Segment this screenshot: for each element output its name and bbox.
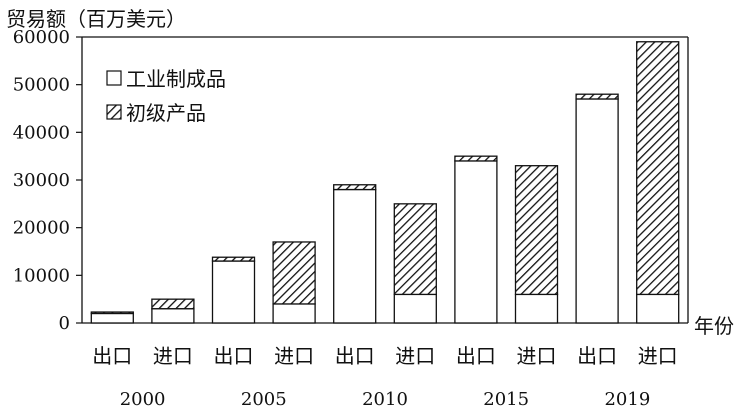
bar-segment-primary xyxy=(454,155,498,162)
x-axis-label: 年份 xyxy=(694,314,734,338)
y-tick-label: 60000 xyxy=(13,27,70,48)
category-label: 进口 xyxy=(638,344,678,368)
category-label: 出口 xyxy=(92,344,132,368)
bar-segment-primary xyxy=(151,298,195,310)
bar-segment-industrial xyxy=(454,160,498,324)
y-tick-label: 30000 xyxy=(13,170,70,191)
legend-swatch-industrial xyxy=(106,70,122,86)
y-tick-label: 50000 xyxy=(13,75,70,96)
year-label: 2019 xyxy=(604,389,650,410)
bar-segment-industrial xyxy=(272,303,316,324)
y-tick-label: 20000 xyxy=(13,218,70,239)
bars xyxy=(90,41,680,324)
bar-segment-industrial xyxy=(514,293,559,324)
category-label: 出口 xyxy=(214,344,254,368)
y-tick-label: 40000 xyxy=(13,122,70,143)
bar-segment-primary xyxy=(272,241,316,305)
year-label: 2000 xyxy=(120,389,166,410)
bar-segment-industrial xyxy=(636,293,680,324)
category-label: 进口 xyxy=(395,344,435,368)
bar-segment-primary xyxy=(636,41,680,296)
bar-segment-industrial xyxy=(393,293,437,324)
bar-segment-industrial xyxy=(575,98,619,324)
category-label: 进口 xyxy=(517,344,557,368)
bar-segment-primary xyxy=(514,165,559,296)
y-ticks: 0 10000 20000 30000 40000 50000 60000 xyxy=(13,27,82,334)
year-label: 2010 xyxy=(362,389,408,410)
bar-segment-industrial xyxy=(333,188,377,324)
bar-segment-industrial xyxy=(211,260,256,324)
category-label: 出口 xyxy=(335,344,375,368)
y-tick-label: 0 xyxy=(59,313,70,334)
bar-segment-industrial xyxy=(90,312,134,324)
bar-segment-primary xyxy=(575,93,619,100)
category-label: 出口 xyxy=(577,344,617,368)
category-label: 进口 xyxy=(153,344,193,368)
legend-label-primary: 初级产品 xyxy=(126,101,206,125)
category-label: 出口 xyxy=(456,344,496,368)
bar-segment-primary xyxy=(90,311,134,315)
category-labels: 出口 进口 出口 进口 出口 进口 出口 进口 出口 进口 xyxy=(92,344,677,368)
legend-label-industrial: 工业制成品 xyxy=(126,67,226,91)
year-labels: 2000 2005 2010 2015 2019 xyxy=(120,389,651,410)
year-label: 2015 xyxy=(483,389,529,410)
y-axis-label: 贸易额（百万美元） xyxy=(6,7,186,31)
legend: 工业制成品 初级产品 xyxy=(106,67,226,125)
legend-swatch-primary xyxy=(106,104,122,120)
bar-segment-industrial xyxy=(151,308,195,324)
y-tick-label: 10000 xyxy=(13,265,70,286)
bar-segment-primary xyxy=(333,184,377,191)
year-label: 2005 xyxy=(241,389,287,410)
category-label: 进口 xyxy=(274,344,314,368)
bar-segment-primary xyxy=(211,256,256,262)
bar-segment-primary xyxy=(393,203,437,296)
